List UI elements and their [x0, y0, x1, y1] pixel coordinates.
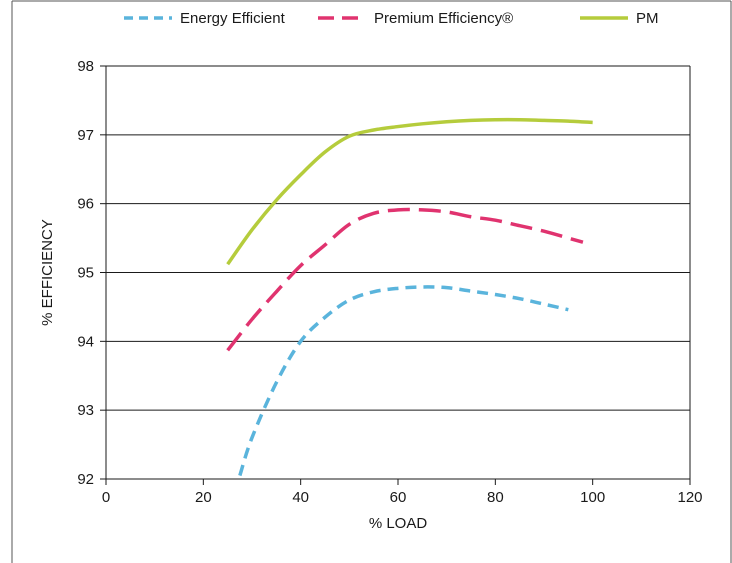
- chart-frame-border: [11, 0, 732, 563]
- series-line-pm: [226, 117, 593, 266]
- y-tick-label: 98: [77, 58, 94, 75]
- series-line-energy-efficient: [238, 285, 569, 477]
- legend-label-premium-efficiency: Premium Efficiency®: [374, 10, 513, 27]
- y-tick-label: 95: [77, 265, 94, 282]
- legend: Energy Efficient Premium Efficiency® PM: [124, 10, 659, 27]
- y-tick-label: 92: [77, 471, 94, 488]
- legend-label-energy-efficient: Energy Efficient: [180, 10, 286, 27]
- axes: [100, 65, 691, 485]
- y-axis-title: % EFFICIENCY: [39, 219, 56, 326]
- y-tick-label: 97: [77, 127, 94, 144]
- x-tick-label: 120: [677, 489, 702, 506]
- gridlines: [106, 65, 690, 411]
- tick-labels: 92 93 94 95 96 97 98 0 20 40 60 80 100 120: [77, 58, 702, 506]
- legend-label-pm: PM: [636, 10, 659, 27]
- series-line-premium-efficiency: [226, 207, 584, 352]
- y-tick-label: 96: [77, 196, 94, 213]
- x-tick-label: 20: [195, 489, 212, 506]
- y-tick-label: 93: [77, 402, 94, 419]
- series-lines: [226, 117, 593, 477]
- x-tick-label: 0: [102, 489, 110, 506]
- x-axis-title: % LOAD: [369, 515, 428, 532]
- x-tick-label: 100: [580, 489, 605, 506]
- x-tick-label: 80: [487, 489, 504, 506]
- x-tick-label: 60: [390, 489, 407, 506]
- y-tick-label: 94: [77, 333, 94, 350]
- x-tick-label: 40: [292, 489, 309, 506]
